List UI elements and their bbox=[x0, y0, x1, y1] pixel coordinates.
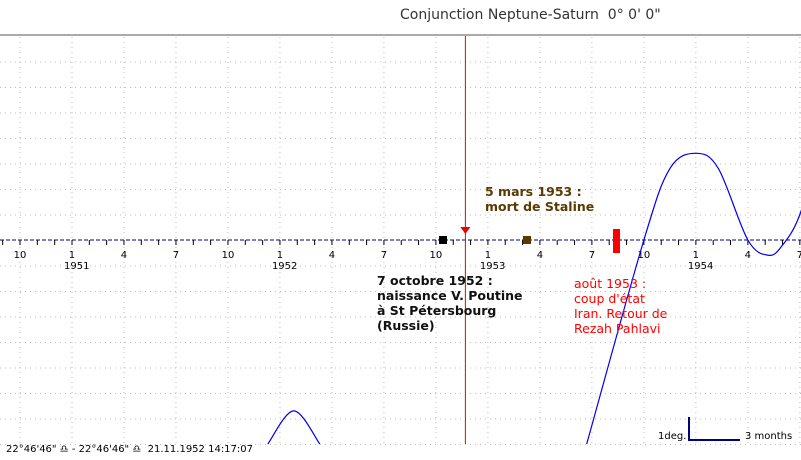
tick-label: 10 bbox=[14, 250, 27, 261]
chart-title: Conjunction Neptune-Saturn 0° 0' 0" bbox=[400, 7, 661, 23]
scale-indicator bbox=[688, 417, 740, 441]
tick-label: 10 bbox=[638, 250, 651, 261]
tick-label: 1 bbox=[693, 250, 699, 261]
tick-label: 10 bbox=[430, 250, 443, 261]
tick-label: 1 bbox=[485, 250, 491, 261]
tick-label: 1 bbox=[69, 250, 75, 261]
tick-label: 10 bbox=[222, 250, 235, 261]
tick-label: 4 bbox=[121, 250, 127, 261]
tick-label: 7 bbox=[589, 250, 595, 261]
event-marker-staline bbox=[523, 236, 531, 244]
tick-label: 1 bbox=[277, 250, 283, 261]
event-label-iran: août 1953 : coup d'état Iran. Retour de … bbox=[574, 276, 668, 336]
scale-time-label: 3 months bbox=[745, 431, 793, 442]
cursor-marker-icon bbox=[460, 227, 471, 234]
tick-label: 4 bbox=[329, 250, 335, 261]
scale-deg-label: 1deg. bbox=[658, 431, 687, 442]
tick-label: 7 bbox=[381, 250, 387, 261]
year-label: 1954 bbox=[688, 261, 713, 272]
series-line-orb-earlier bbox=[267, 410, 321, 445]
series-line-orb bbox=[586, 152, 801, 445]
year-label: 1952 bbox=[272, 261, 297, 272]
tick-label: 7 bbox=[173, 250, 179, 261]
event-label-staline: 5 mars 1953 : mort de Staline bbox=[485, 184, 595, 214]
event-marker-poutine bbox=[439, 236, 447, 244]
status-bar: 22°46'46" ♎ - 22°46'46" ♎ 21.11.1952 14:… bbox=[6, 444, 254, 455]
event-marker-iran bbox=[613, 229, 620, 253]
year-label: 1951 bbox=[64, 261, 89, 272]
event-label-poutine: 7 octobre 1952 : naissance V. Poutine à … bbox=[377, 273, 523, 333]
tick-label: 7 bbox=[797, 250, 801, 261]
tick-label: 4 bbox=[537, 250, 543, 261]
year-label: 1953 bbox=[480, 261, 505, 272]
tick-label: 4 bbox=[745, 250, 751, 261]
